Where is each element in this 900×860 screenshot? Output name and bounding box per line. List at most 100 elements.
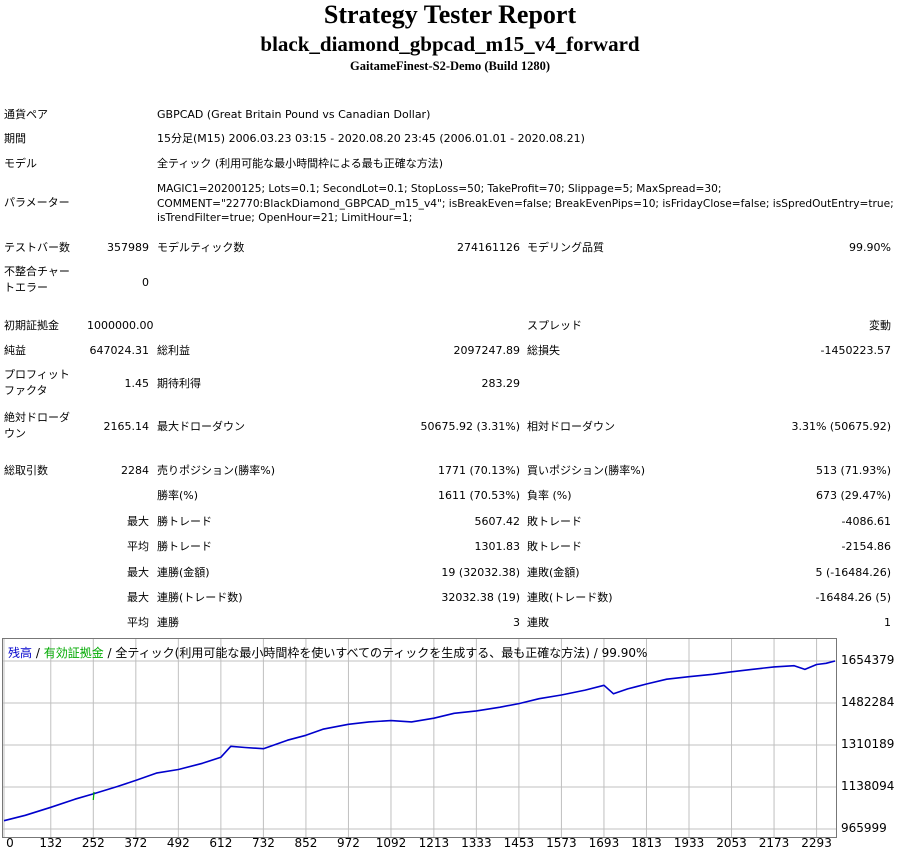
- x-tick-label: 1213: [418, 836, 450, 850]
- ticks-value: 274161126: [457, 241, 520, 254]
- max-consecutive-losses-value: 5 (-16484.26): [815, 566, 891, 579]
- max-consecutive-loss-label: 連敗(トレード数): [527, 591, 613, 604]
- x-tick-label: 1813: [631, 836, 662, 850]
- max-drawdown-value: 50675.92 (3.31%): [420, 420, 520, 433]
- mismatch-value: 0: [142, 276, 149, 289]
- short-positions-value: 1771 (70.13%): [437, 464, 520, 477]
- expected-payoff-label: 期待利得: [157, 377, 201, 390]
- average-consecutive-losses-value: 1: [884, 616, 891, 629]
- legend-equity: 有効証拠金: [43, 646, 104, 660]
- max-consecutive-wins-label: 連勝(金額): [157, 566, 210, 579]
- average-consecutive-wins-value: 3: [513, 616, 520, 629]
- largest-prefix: 最大: [127, 515, 149, 528]
- mismatch-label-line: 不整合チャー: [4, 265, 70, 278]
- equity-line: [92, 791, 95, 801]
- max-consecutive-count-prefix: 最大: [127, 591, 149, 604]
- average-consecutive-prefix: 平均: [127, 616, 149, 629]
- bars-value: 357989: [107, 241, 149, 254]
- y-tick-label: 965999: [841, 821, 887, 835]
- y-tick-label: 1310189: [841, 737, 895, 751]
- absolute-drawdown-value: 2165.14: [103, 420, 150, 433]
- params-line: isTrendFilter=true; OpenHour=21; LimitHo…: [157, 212, 413, 224]
- average-prefix: 平均: [127, 540, 149, 553]
- average-consecutive-wins-label: 連勝: [157, 616, 179, 629]
- x-tick-label: 1333: [461, 836, 492, 850]
- average-loss-label: 敗トレード: [527, 540, 582, 553]
- expert-name: black_diamond_gbpcad_m15_v4_forward: [260, 32, 640, 56]
- win-rate-value: 1611 (70.53%): [437, 489, 520, 502]
- x-tick-label: 492: [166, 836, 190, 850]
- relative-drawdown-label: 相対ドローダウン: [527, 420, 615, 433]
- deposit-value: 1000000.00: [87, 319, 154, 332]
- x-tick-label: 2293: [801, 836, 832, 850]
- x-tick-label: 132: [39, 836, 63, 850]
- max-drawdown-label: 最大ドローダウン: [157, 420, 245, 433]
- profit-factor-label-line: プロフィット: [4, 368, 70, 381]
- absolute-drawdown-label-line: ウン: [4, 427, 26, 440]
- x-tick-label: 1573: [546, 836, 577, 850]
- average-win-label: 勝トレード: [157, 540, 212, 553]
- x-tick-label: 1933: [673, 836, 705, 850]
- profit-factor-label: プロフィット ファクタ: [4, 367, 70, 399]
- average-loss-value: -2154.86: [841, 540, 891, 553]
- gross-profit-value: 2097247.89: [453, 344, 520, 357]
- profit-factor-label-line: ファクタ: [4, 384, 48, 397]
- total-trades-label: 総取引数: [4, 464, 48, 477]
- model-value: 全ティック (利用可能な最小時間枠による最も正確な方法): [157, 157, 444, 170]
- expected-payoff-value: 283.29: [481, 377, 521, 390]
- y-tick-label: 1138094: [841, 779, 895, 793]
- max-consecutive-loss-value: -16484.26 (5): [815, 591, 891, 604]
- max-consecutive-losses-label: 連敗(金額): [527, 566, 580, 579]
- x-tick-label: 0: [6, 836, 14, 850]
- legend-separator: /: [32, 646, 44, 660]
- average-win-value: 1301.83: [474, 540, 521, 553]
- symbol-label: 通貨ペア: [4, 108, 48, 121]
- bars-label: テストバー数: [4, 241, 70, 254]
- model-label: モデル: [4, 157, 37, 170]
- x-tick-label: 1092: [375, 836, 407, 850]
- absolute-drawdown-label: 絶対ドローダ ウン: [4, 410, 70, 442]
- quality-label: モデリング品質: [527, 241, 604, 254]
- gross-loss-value: -1450223.57: [820, 344, 891, 357]
- x-tick-label: 252: [81, 836, 105, 850]
- gross-loss-label: 総損失: [527, 344, 560, 357]
- symbol-value: GBPCAD (Great Britain Pound vs Canadian …: [157, 108, 431, 121]
- balance-chart: [2, 638, 837, 838]
- spread-label: スプレッド: [527, 319, 582, 332]
- x-tick-label: 612: [209, 836, 233, 850]
- max-consecutive-prefix: 最大: [127, 566, 149, 579]
- largest-win-value: 5607.42: [474, 515, 521, 528]
- max-consecutive-profit-value: 32032.38 (19): [441, 591, 520, 604]
- chart-legend: 残高 / 有効証拠金 / 全ティック(利用可能な最小時間枠を使いすべてのティック…: [8, 644, 647, 661]
- max-consecutive-profit-label: 連勝(トレード数): [157, 591, 243, 604]
- x-tick-label: 1453: [503, 836, 535, 850]
- x-tick-label: 372: [124, 836, 148, 850]
- period-label: 期間: [4, 132, 26, 145]
- long-positions-label: 買いポジション(勝率%): [527, 464, 646, 477]
- absolute-drawdown-label-line: 絶対ドローダ: [4, 411, 70, 424]
- short-positions-label: 売りポジション(勝率%): [157, 464, 276, 477]
- relative-drawdown-value: 3.31% (50675.92): [791, 420, 891, 433]
- mismatch-label: 不整合チャー トエラー: [4, 264, 70, 296]
- y-tick-label: 1482284: [841, 695, 895, 709]
- deposit-label: 初期証拠金: [4, 319, 59, 332]
- loss-rate-label: 負率 (%): [527, 489, 572, 502]
- x-tick-label: 1693: [588, 836, 620, 850]
- params-label: パラメーター: [4, 196, 70, 209]
- params-line: COMMENT="22770:BlackDiamond_GBPCAD_m15_v…: [157, 197, 894, 210]
- largest-win-label: 勝トレード: [157, 515, 212, 528]
- net-profit-value: 647024.31: [89, 344, 150, 357]
- report-title: Strategy Tester Report: [323, 0, 577, 29]
- quality-value: 99.90%: [849, 241, 891, 254]
- gross-profit-label: 総利益: [157, 344, 190, 357]
- params-value: MAGIC1=20200125; Lots=0.1; SecondLot=0.1…: [157, 182, 894, 226]
- max-consecutive-wins-value: 19 (32032.38): [441, 566, 520, 579]
- largest-loss-label: 敗トレード: [527, 515, 582, 528]
- params-line: MAGIC1=20200125; Lots=0.1; SecondLot=0.1…: [157, 183, 722, 195]
- profit-factor-value: 1.45: [124, 377, 150, 390]
- y-tick-label: 1654379: [841, 653, 895, 667]
- legend-model-text: / 全ティック(利用可能な最小時間枠を使いすべてのティックを生成する、最も正確な…: [103, 646, 648, 660]
- balance-chart-svg: [3, 639, 836, 837]
- balance-line: [3, 660, 836, 822]
- win-rate-label: 勝率(%): [157, 489, 199, 502]
